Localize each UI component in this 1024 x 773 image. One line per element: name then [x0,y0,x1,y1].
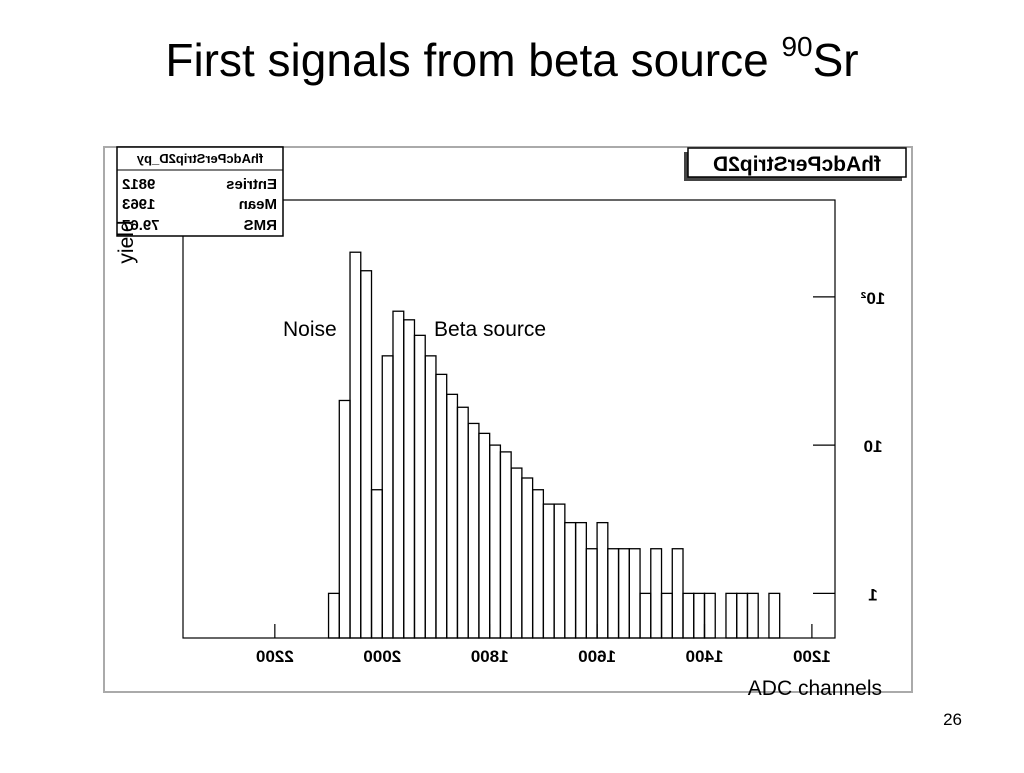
annotation: Noise [283,318,337,341]
y-tick-label: 1 [868,585,877,604]
stats-frame [116,146,284,237]
stats-label: Mean [239,196,277,213]
x-axis-label: ADC channels [748,677,882,700]
slide-title: First signals from beta source 90Sr [165,31,858,86]
stats-value: 1963 [122,196,155,213]
stats-label: Entries [226,176,277,193]
chart-pad [103,146,913,693]
title-suffix: Sr [813,34,859,86]
x-tick-label: 2000 [363,647,401,666]
stats-box: fhAdcPerStrip2D_py Entries 9812 Mean 196… [116,146,284,237]
x-tick-label: 1400 [686,647,724,666]
title-superscript: 90 [781,31,812,62]
y-tick-label: 10 [864,437,883,456]
y-tick-label: 10² [860,289,885,308]
x-tick-label: 2200 [256,647,294,666]
stats-value: 79.67 [122,217,160,234]
x-tick-label: 1800 [471,647,509,666]
y-axis-label: yield [115,220,138,263]
bar [768,592,781,639]
histogram [327,251,781,639]
bar [338,399,351,639]
title-text: First signals from beta source [165,34,781,86]
stats-label: RMS [244,217,277,234]
x-tick-label: 1200 [793,647,831,666]
page-number: 26 [943,710,962,729]
stats-value: 9812 [122,176,155,193]
x-tick-label: 1600 [578,647,616,666]
annotation: Beta source [434,318,546,341]
bar [725,592,738,639]
title-box-frame [687,147,907,178]
bar [327,592,340,639]
title-box: fhAdcPerStrip2D [684,147,907,181]
stats-name: fhAdcPerStrip2D_py [136,151,263,166]
histogram-title: fhAdcPerStrip2D [713,153,881,176]
